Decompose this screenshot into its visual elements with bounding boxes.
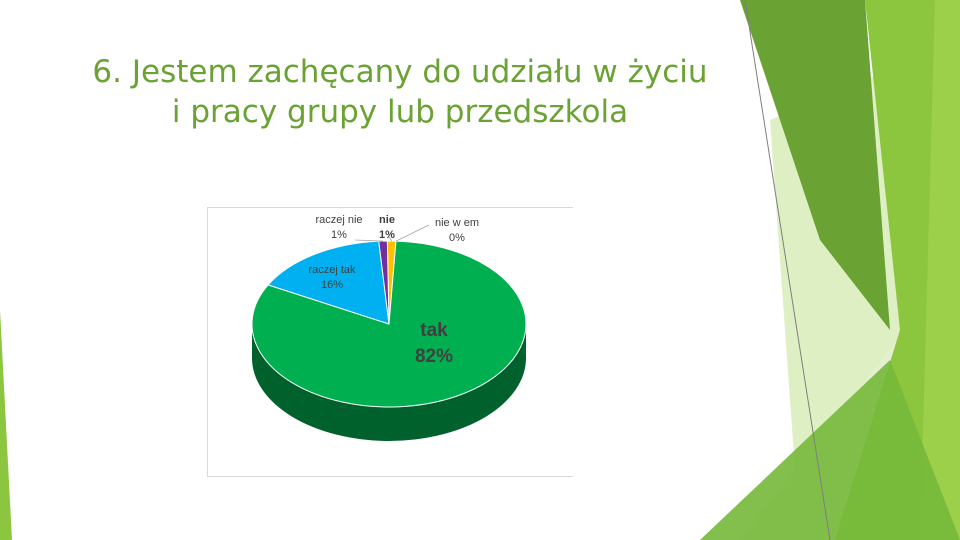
label-raczej-tak-value: 16% bbox=[320, 278, 344, 291]
label-raczej-nie: raczej nie 1% bbox=[300, 213, 378, 243]
label-raczej-tak: raczej tak 16% bbox=[296, 263, 368, 293]
deco-bright-green-strip bbox=[920, 0, 960, 540]
pie-side-tak bbox=[252, 324, 526, 441]
label-raczej-nie-value: 1% bbox=[331, 228, 347, 241]
leader-line-nie-w-em bbox=[395, 224, 430, 242]
leader-line-nie bbox=[388, 236, 392, 242]
deco-left-strip bbox=[0, 310, 12, 540]
slide-title: 6. Jestem zachęcany do udziału w życiu i… bbox=[40, 52, 760, 132]
deco-thin-line bbox=[744, 0, 831, 540]
label-nie-w-em: nie w em 0% bbox=[426, 216, 488, 246]
deco-bottom-green-wedge bbox=[700, 360, 960, 540]
label-nie-w-em-value: 0% bbox=[449, 231, 465, 244]
slide-title-line-1: 6. Jestem zachęcany do udziału w życiu bbox=[92, 54, 708, 90]
pie-chart bbox=[251, 224, 527, 441]
label-tak-name: tak bbox=[420, 320, 448, 341]
label-nie-name: nie bbox=[379, 214, 395, 226]
slide-title-line-2: i pracy grupy lub przedszkola bbox=[171, 94, 629, 130]
label-nie: nie 1% bbox=[372, 213, 402, 243]
label-tak-value: 82% bbox=[414, 345, 454, 367]
deco-dark-green-shape bbox=[740, 0, 890, 330]
pie-slice-raczej-tak bbox=[267, 240, 390, 325]
label-nie-w-em-name: nie w em bbox=[434, 217, 480, 229]
label-raczej-nie-name: raczej nie bbox=[315, 214, 363, 226]
leader-line-raczej-nie bbox=[354, 239, 384, 242]
label-tak: tak 82% bbox=[404, 318, 464, 369]
label-nie-value: 1% bbox=[379, 228, 395, 241]
label-raczej-tak-name: raczej tak bbox=[308, 264, 356, 276]
